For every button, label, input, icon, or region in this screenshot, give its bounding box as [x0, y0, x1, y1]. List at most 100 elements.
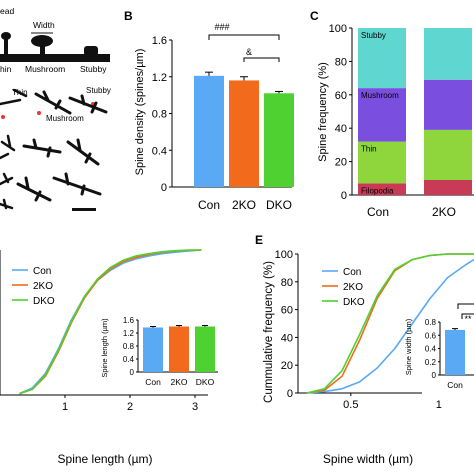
legend-label-Con: Con [33, 266, 51, 277]
x-tick-label: 0.5 [343, 399, 358, 411]
inset-y-tick-label: 0.4 [425, 345, 437, 354]
panel-b-sig-1: ### [214, 22, 229, 32]
y-tick-label: 60 [281, 305, 293, 317]
panel-c-ylabel: Spine frequency (%) [317, 62, 329, 162]
panel-label-c: C [310, 9, 319, 23]
segment-label: Filopodia [361, 186, 394, 195]
inset-bar-2KO [169, 326, 189, 372]
panel-d-axes: 1 2 3 [0, 250, 208, 413]
y-tick-label: 80 [281, 277, 293, 289]
inset-bar-DKO [195, 326, 215, 372]
image-label-stubby: Stubby [86, 86, 111, 95]
panel-e-legend: Con 2KO DKO [322, 267, 365, 308]
cdf-line-DKO [306, 253, 474, 394]
panel-d-inset: 0 0.4 0.8 1.2 1.6 Con 2KO DKO [120, 314, 222, 394]
legend-label-DKO: DKO [343, 297, 365, 308]
x-tick-label: 2KO [232, 198, 256, 212]
x-tick-label: DKO [266, 198, 292, 212]
schematic-label-head: ead [0, 6, 14, 16]
panel-b: B 0 0.4 0.8 1.2 1.6 Con 2KO DKO Spine density (… [124, 9, 294, 212]
panel-e-inset-sig: ** [464, 314, 472, 324]
segment-stubby-Con [358, 28, 406, 89]
schematic-label-mushroom: Mushroom [25, 64, 65, 74]
dendrite-micrographs [0, 88, 108, 210]
segment-label: Thin [361, 145, 377, 154]
y-tick-label: 0 [161, 182, 167, 194]
panel-e-inset-ylabel: Spine width (µm) [404, 318, 413, 375]
panel-d-inset-ylabel: Spine length (µm) [100, 318, 109, 378]
legend-label-DKO: DKO [33, 296, 55, 307]
y-tick-label: 40 [335, 123, 347, 135]
y-tick-label: 100 [329, 23, 347, 35]
segment-label: Mushroom [361, 91, 399, 100]
segment-stubby-2KO [424, 28, 472, 80]
y-tick-label: 0 [341, 190, 347, 202]
bar-2KO [229, 80, 259, 187]
x-tick-label: 2 [127, 401, 133, 413]
panel-b-sig-2: & [246, 47, 252, 57]
y-tick-label: 1.6 [152, 35, 167, 47]
cdf-line-DKO [19, 249, 202, 395]
schematic-label-stubby: Stubby [80, 64, 107, 74]
segment-filopodia-Con [358, 183, 406, 195]
x-tick-label: 2KO [432, 205, 456, 219]
panel-e-inset: 0 0.2 0.4 0.6 0.8 Con [422, 303, 474, 397]
inset-bar-Con [143, 327, 163, 372]
panel-e-ylabel: Cummulative frequency (%) [263, 261, 275, 403]
panel-b-bars [194, 71, 294, 187]
panel-e-lines [306, 253, 474, 394]
panel-d-legend: Con 2KO DKO [12, 266, 55, 307]
panel-e-xlabel: Spine width (µm) [323, 452, 413, 466]
x-tick-label: 3 [192, 401, 198, 413]
inset-y-tick-label: 0 [130, 368, 135, 377]
scale-bar [72, 208, 96, 211]
segment-filopodia-2KO [424, 179, 472, 195]
y-tick-label: 80 [335, 56, 347, 68]
x-tick-label: 1 [62, 401, 68, 413]
segment-mushroom-2KO [424, 79, 472, 130]
schematic-label-thin: hin [0, 64, 12, 74]
panel-e: E 0.5 1 0 20 40 60 80 100 Con 2KO DKO Cummulative… [255, 233, 474, 466]
inset-x-tick-label: Con [447, 380, 463, 390]
segment-thin-Con [358, 141, 406, 184]
legend-label-Con: Con [343, 267, 361, 278]
bar-DKO [264, 93, 294, 187]
panel-a: ead Width hin Mushroom Stubby Thin Stubb… [0, 6, 111, 211]
y-tick-label: 40 [281, 332, 293, 344]
bar-Con [194, 75, 224, 187]
inset-y-tick-label: 0.2 [425, 358, 437, 367]
panel-c-bars: Filopodia Thin Mushroom Stubby [358, 28, 472, 195]
panel-b-ylabel: Spine density (spines/µm) [134, 49, 146, 176]
inset-x-tick-label: 2KO [170, 377, 187, 387]
y-tick-label: 100 [275, 249, 293, 261]
inset-y-tick-label: 0 [432, 371, 437, 380]
schematic-label-width: Width [33, 20, 55, 30]
sig-bracket-1 [208, 34, 280, 40]
panel-label-e: E [255, 233, 263, 247]
panel-c-axes: 0 20 40 60 80 100 Con 2KO [329, 23, 474, 219]
y-tick-label: 0.8 [152, 109, 167, 121]
x-tick-label: Con [198, 198, 220, 212]
cdf-line-Con [306, 258, 474, 394]
inset-sig-bracket-1 [457, 303, 474, 309]
panel-label-b: B [124, 9, 133, 23]
y-tick-label: 0 [287, 388, 293, 400]
inset-y-tick-label: 0.4 [123, 355, 135, 364]
sig-bracket-2 [243, 57, 280, 62]
x-tick-label: Con [367, 205, 389, 219]
y-tick-label: 60 [335, 90, 347, 102]
inset-y-tick-label: 1.6 [123, 316, 135, 325]
x-tick-label: 1 [436, 399, 442, 411]
inset-y-tick-label: 0.8 [425, 318, 437, 327]
y-tick-label: 20 [281, 360, 293, 372]
spine-schematic [0, 32, 110, 62]
panel-d-lines [19, 249, 202, 395]
panel-c: C 0 20 40 60 80 100 Con 2KO Filopodia Thin Mushro… [310, 9, 474, 219]
segment-thin-2KO [424, 129, 472, 180]
y-tick-label: 0.4 [152, 145, 167, 157]
y-tick-label: 20 [335, 157, 347, 169]
inset-sig-bracket-2 [461, 313, 474, 319]
segment-label: Stubby [361, 31, 386, 40]
